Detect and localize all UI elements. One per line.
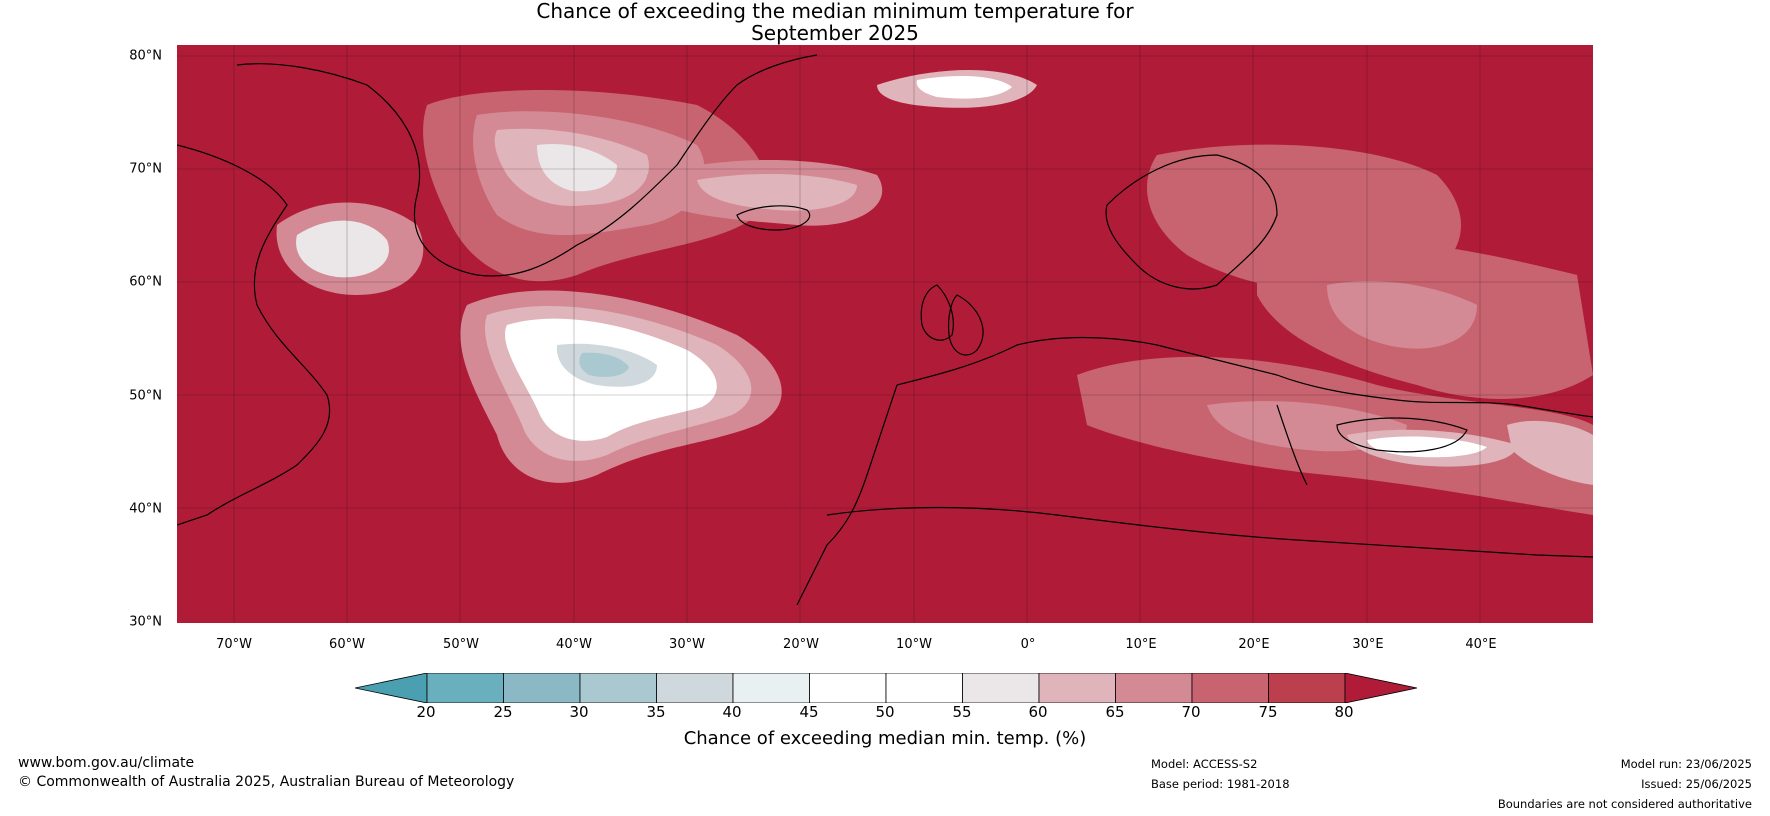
lat-label-70n: 70°N [129,161,162,177]
lon-label-0: 0° [1020,637,1036,652]
map-title-line1: Chance of exceeding the median minimum t… [536,0,1134,23]
model-run-text: Model run: 23/06/2025 [1620,757,1752,771]
graticule [177,45,1593,623]
base-period-text: Base period: 1981-2018 [1151,777,1290,791]
map-title-line2: September 2025 [751,21,919,45]
colorbar-extension-high [1344,673,1417,703]
colorbar-cell [1191,673,1269,703]
lon-label-30w: 30°W [669,637,705,652]
colorbar-cell [732,673,810,703]
issued-text: Issued: 25/06/2025 [1641,777,1752,791]
colorbar-tick: 80 [1334,703,1354,721]
colorbar-cell [579,673,657,703]
colorbar-tick: 70 [1181,703,1201,721]
colorbar-cell [426,673,504,703]
colorbar [355,673,1417,703]
lon-label-70w: 70°W [216,637,252,652]
lon-label-50w: 50°W [443,637,479,652]
colorbar-tick: 45 [799,703,819,721]
lat-label-50n: 50°N [129,388,162,404]
lat-label-40n: 40°N [129,501,162,517]
colorbar-tick: 40 [722,703,742,721]
forecast-map [177,45,1593,623]
lat-label-30n: 30°N [129,614,162,630]
colorbar-cell [885,673,963,703]
colorbar-cell [1268,673,1346,703]
colorbar-cell [809,673,887,703]
website-text: www.bom.gov.au/climate [18,755,195,771]
colorbar-tick: 30 [569,703,589,721]
lon-label-20w: 20°W [783,637,819,652]
colorbar-tick: 35 [646,703,666,721]
colorbar-tick: 50 [875,703,895,721]
copyright-text: © Commonwealth of Australia 2025, Austra… [18,774,515,790]
colorbar-tick: 25 [493,703,513,721]
lat-label-60n: 60°N [129,274,162,290]
colorbar-tick: 60 [1028,703,1048,721]
lon-label-10e: 10°E [1125,637,1157,652]
lon-label-40w: 40°W [556,637,592,652]
model-text: Model: ACCESS-S2 [1151,757,1258,771]
colorbar-extension-low [355,673,428,703]
lon-label-30e: 30°E [1352,637,1384,652]
colorbar-cell [1038,673,1116,703]
map-graphic [177,45,1593,623]
colorbar-tick: 20 [416,703,436,721]
lon-label-20e: 20°E [1238,637,1270,652]
colorbar-cell [656,673,734,703]
colorbar-tick: 55 [952,703,972,721]
colorbar-tick: 65 [1105,703,1125,721]
colorbar-label: Chance of exceeding median min. temp. (%… [683,728,1087,749]
coastlines [177,54,1593,606]
lon-label-40e: 40°E [1465,637,1497,652]
probability-shading [276,70,1593,515]
lat-label-80n: 80°N [129,48,162,64]
colorbar-tick: 75 [1258,703,1278,721]
colorbar-cell [1115,673,1193,703]
colorbar-cell [962,673,1040,703]
disclaimer-text: Boundaries are not considered authoritat… [1497,797,1752,811]
lon-label-60w: 60°W [329,637,365,652]
colorbar-cell [503,673,581,703]
lon-label-10w: 10°W [896,637,932,652]
